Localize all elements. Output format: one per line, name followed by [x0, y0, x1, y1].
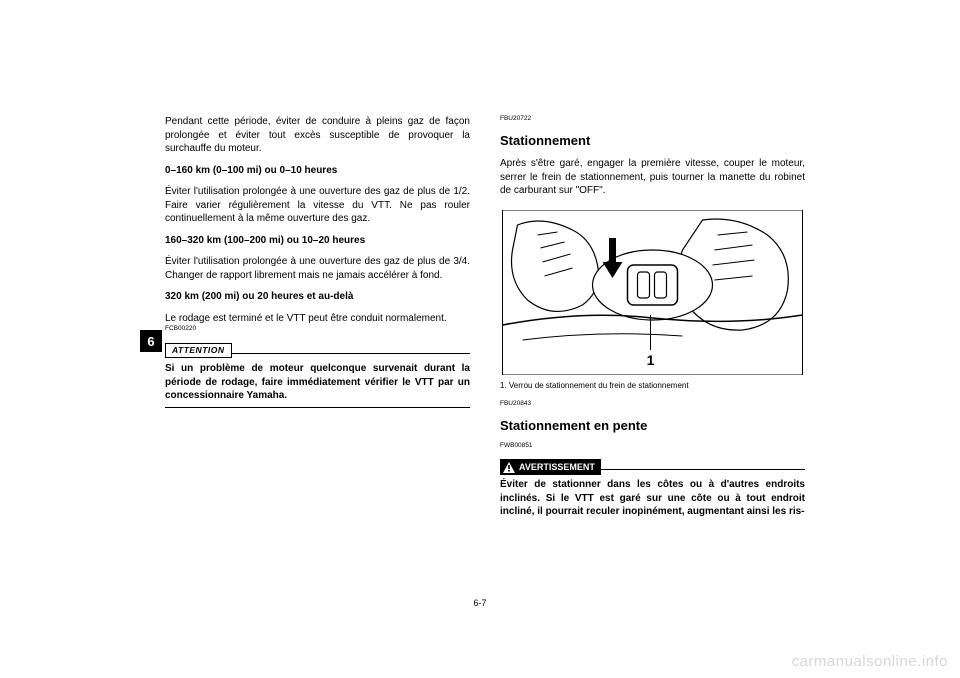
- code-fcb: FCB00220: [165, 325, 470, 334]
- code-fwb: FWB00851: [500, 442, 805, 451]
- section2-body: Éviter l'utilisation prolongée à une ouv…: [165, 255, 470, 282]
- illustration-caption: 1. Verrou de stationnement du frein de s…: [500, 381, 805, 392]
- right-column: FBU20722 Stationnement Après s'être garé…: [500, 115, 805, 595]
- chapter-tab: 6: [140, 330, 162, 352]
- avertissement-body: Éviter de stationner dans les côtes ou à…: [500, 478, 805, 519]
- manual-page: Pendant cette période, éviter de conduir…: [165, 115, 805, 595]
- attention-row: ATTENTION: [165, 342, 470, 359]
- stationnement-body: Après s'être garé, engager la première v…: [500, 157, 805, 198]
- code-fbu1: FBU20722: [500, 115, 805, 124]
- section1-heading: 0–160 km (0–100 mi) ou 0–10 heures: [165, 164, 470, 178]
- parking-brake-illustration: 1: [500, 210, 805, 375]
- avertissement-label: AVERTISSEMENT: [500, 459, 601, 475]
- page-number: 6-7: [473, 598, 486, 608]
- avertissement-row: AVERTISSEMENT: [500, 459, 805, 475]
- section3-body: Le rodage est terminé et le VTT peut êtr…: [165, 312, 470, 326]
- warning-triangle-icon: [503, 462, 515, 473]
- heading-stationnement: Stationnement: [500, 132, 805, 150]
- heading-pente: Stationnement en pente: [500, 417, 805, 435]
- attention-label: ATTENTION: [165, 343, 232, 358]
- attention-body: Si un problème de moteur quelconque surv…: [165, 362, 470, 408]
- section2-heading: 160–320 km (100–200 mi) ou 10–20 heures: [165, 234, 470, 248]
- attention-rule: [232, 348, 470, 354]
- left-column: Pendant cette période, éviter de conduir…: [165, 115, 470, 595]
- code-fbu2: FBU20843: [500, 400, 805, 409]
- avertissement-text: AVERTISSEMENT: [519, 461, 595, 473]
- intro-paragraph: Pendant cette période, éviter de conduir…: [165, 115, 470, 156]
- watermark: carmanualsonline.info: [792, 653, 948, 670]
- section3-heading: 320 km (200 mi) ou 20 heures et au-delà: [165, 290, 470, 304]
- callout-1: 1: [647, 352, 655, 368]
- section1-body: Éviter l'utilisation prolongée à une ouv…: [165, 185, 470, 226]
- avertissement-rule: [601, 464, 805, 470]
